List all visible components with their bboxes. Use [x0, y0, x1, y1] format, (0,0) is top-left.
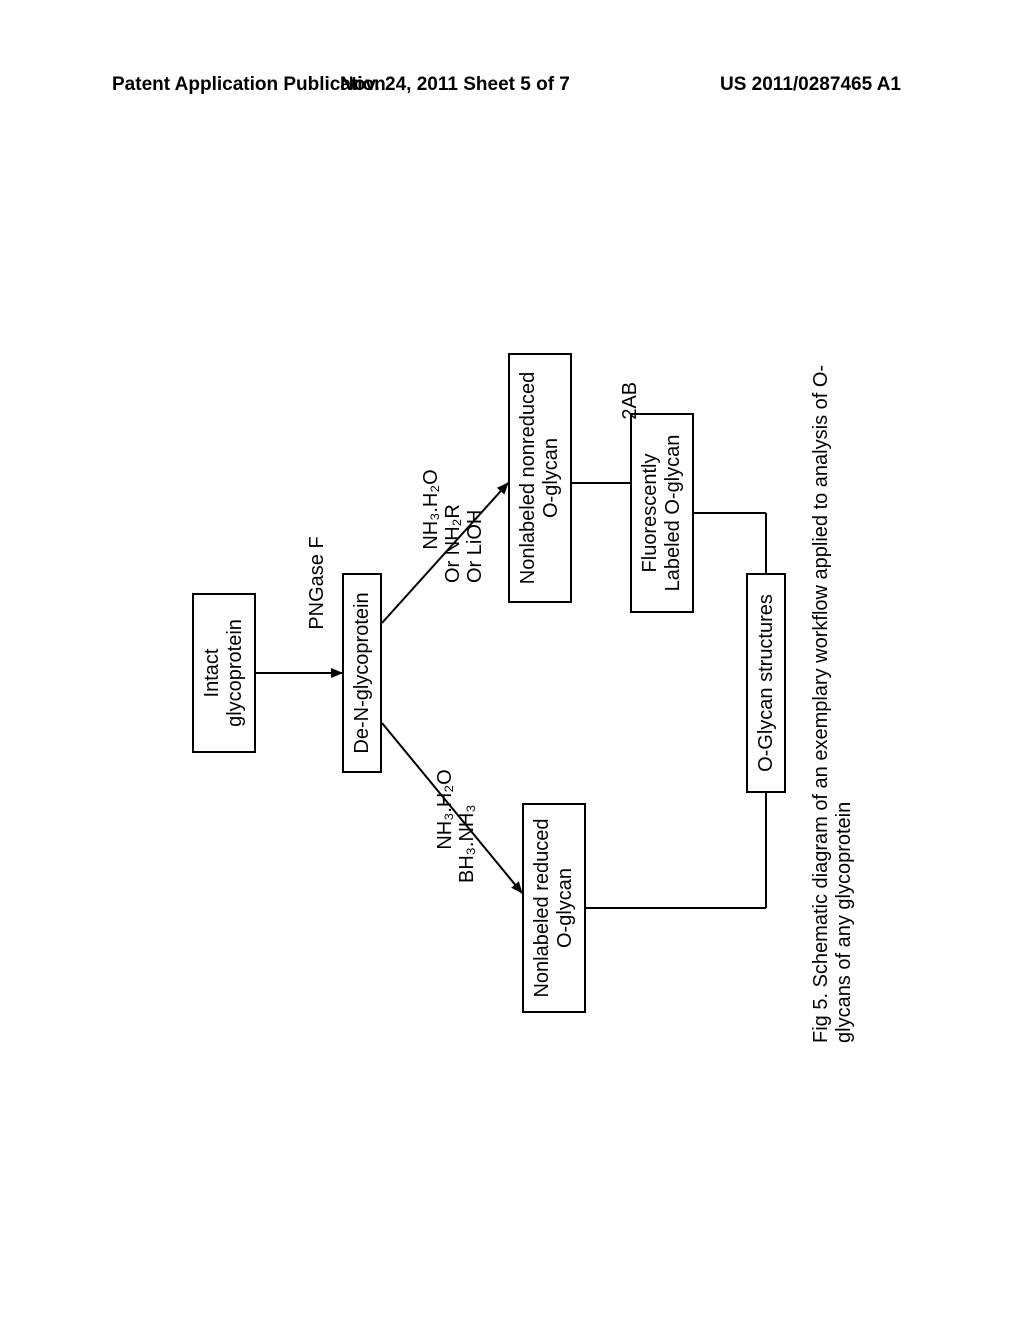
box-line: Intact [201, 649, 224, 698]
workflow-figure: Intact glycoprotein De-N-glycoprotein No… [192, 303, 832, 1043]
page: Patent Application Publication Nov. 24, … [0, 0, 1024, 1320]
label-text: NH₃.H₂O Or NH₂R Or LiOH [420, 469, 486, 583]
figure-caption: Fig 5. Schematic diagram of an exemplary… [810, 303, 856, 1043]
box-line: O-glycan [554, 868, 577, 948]
box-oglycan-structures: O-Glycan structures [746, 573, 786, 793]
box-nonlabeled-reduced: Nonlabeled reduced O-glycan [522, 803, 586, 1013]
box-intact-glycoprotein: Intact glycoprotein [192, 593, 256, 753]
box-line: Nonlabeled reduced [531, 819, 554, 998]
box-line: glycoprotein [224, 619, 247, 727]
label-2ab: 2AB [597, 382, 663, 453]
label-text: NH₃.H₂O BH₃.NH₃ [434, 769, 478, 883]
header-right: US 2011/0287465 A1 [720, 74, 901, 96]
header-mid: Nov. 24, 2011 Sheet 5 of 7 [340, 74, 570, 96]
label-text: PNGase F [306, 536, 328, 629]
box-nonlabeled-nonreduced: Nonlabeled nonreduced O-glycan [508, 353, 572, 603]
label-left-reagent: NH₃.H₂O BH₃.NH₃ [412, 769, 500, 883]
box-line: Fluorescently [639, 454, 662, 573]
caption-text: Fig 5. Schematic diagram of an exemplary… [810, 365, 855, 1043]
box-line: O-Glycan structures [755, 594, 778, 772]
label-text: 2AB [619, 382, 641, 420]
label-pngase-f: PNGase F [284, 536, 350, 663]
label-right-reagent: NH₃.H₂O Or NH₂R Or LiOH [398, 469, 508, 583]
box-line: De-N-glycoprotein [351, 593, 374, 754]
box-line: Labeled O-glycan [662, 435, 685, 592]
box-line: Nonlabeled nonreduced [517, 372, 540, 584]
box-line: O-glycan [540, 438, 563, 518]
